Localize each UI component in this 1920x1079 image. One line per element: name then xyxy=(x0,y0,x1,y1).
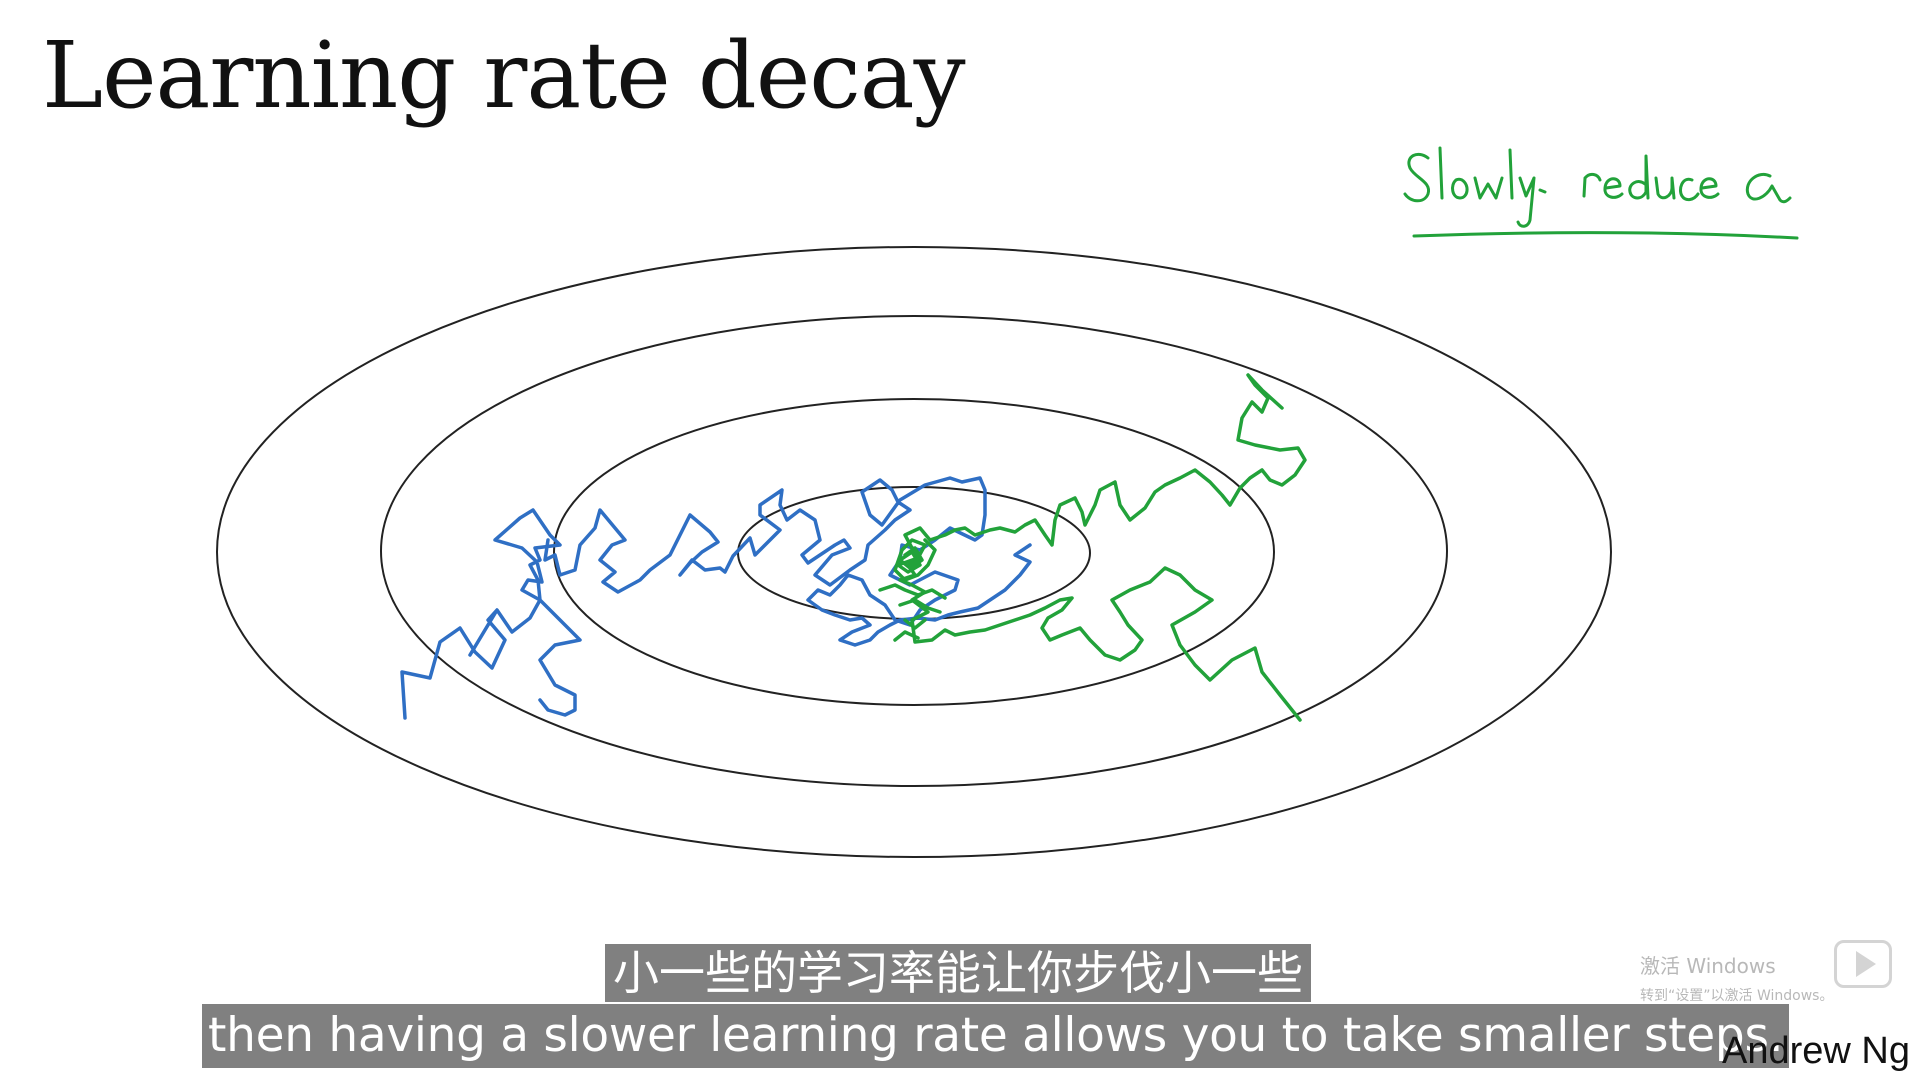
subtitle-english: then having a slower learning rate allow… xyxy=(202,1004,1790,1068)
green-path xyxy=(898,373,1307,722)
handwritten-note-drawing xyxy=(1403,146,1799,240)
watermark-line-1: 激活 Windows xyxy=(1640,954,1776,978)
contour-third xyxy=(553,398,1275,706)
green-center-scribble xyxy=(878,538,947,642)
watermark-line-2: 转到“设置”以激活 Windows。 xyxy=(1640,988,1834,1004)
play-button[interactable] xyxy=(1834,940,1892,988)
contour-second xyxy=(380,315,1448,787)
contour-lines xyxy=(216,246,1612,858)
windows-activation-watermark: 激活 Windows 转到“设置”以激活 Windows。 xyxy=(1640,950,1833,1005)
blue-path xyxy=(400,476,1032,720)
slide-title: Learning rate decay xyxy=(42,22,966,129)
contour-outer xyxy=(216,246,1612,858)
author-name: Andrew Ng xyxy=(1722,1030,1910,1072)
subtitle-chinese: 小一些的学习率能让你步伐小一些 xyxy=(605,944,1311,1002)
play-icon xyxy=(1856,951,1876,977)
